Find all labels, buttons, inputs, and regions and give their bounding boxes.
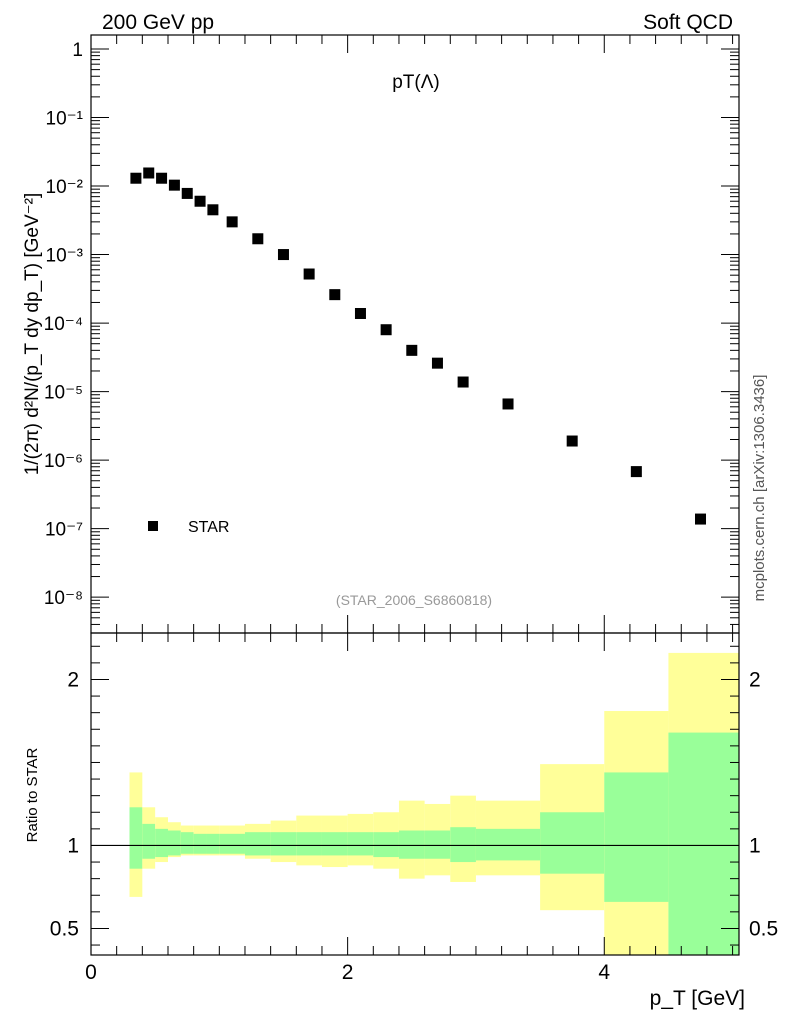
- data-point: [303, 268, 315, 280]
- data-point: [226, 216, 238, 228]
- data-point: [431, 357, 443, 369]
- main-data-points: [130, 167, 707, 525]
- x-axis-label: p_T [GeV]: [650, 987, 745, 1010]
- y-tick-label: 1: [72, 40, 83, 61]
- data-point: [143, 167, 155, 179]
- ratio-stat-band: [668, 732, 739, 955]
- main-y-axis-label: 1/(2π) d²N/(p_T dy dp_T) [GeV⁻²]: [22, 193, 43, 476]
- data-point: [277, 249, 289, 261]
- header-right: Soft QCD: [643, 11, 733, 34]
- plot-title: pT(Λ): [392, 72, 440, 93]
- data-point: [566, 435, 578, 447]
- data-point: [130, 172, 142, 184]
- data-point: [457, 376, 469, 388]
- y-tick-label: 10⁻¹: [46, 109, 84, 130]
- ratio-y-axis-label: Ratio to STAR: [24, 747, 41, 842]
- ratio-stat-band: [450, 827, 476, 863]
- ratio-stat-band: [142, 823, 156, 859]
- data-point: [194, 195, 206, 207]
- ratio-stat-band: [129, 807, 143, 869]
- ratio-y-tick-label-right: 0.5: [749, 917, 778, 940]
- y-tick-label: 10⁻⁸: [44, 588, 83, 609]
- data-point: [252, 233, 264, 245]
- data-point: [207, 204, 219, 216]
- y-tick-label: 10⁻⁴: [44, 314, 83, 335]
- y-tick-label: 10⁻⁶: [44, 451, 83, 472]
- ratio-stat-band: [321, 832, 348, 856]
- data-point: [380, 324, 392, 336]
- data-point: [406, 344, 418, 356]
- ratio-y-tick-label-left: 0.5: [50, 917, 79, 940]
- ratio-y-tick-label-right: 1: [749, 834, 761, 857]
- ratio-stat-band: [167, 830, 181, 856]
- ratio-panel: 0.5 0.5 1 1 2 2 0 2 4 Ratio to STAR p_T [GeV]: [24, 632, 778, 1010]
- ratio-stat-band: [424, 830, 451, 859]
- data-point: [354, 307, 366, 319]
- data-point: [329, 289, 341, 301]
- ratio-stat-band: [219, 833, 245, 854]
- main-y-ticks: 1 10⁻¹ 10⁻² 10⁻³ 10⁻⁴ 10⁻⁵ 10⁻⁶ 10⁻⁷ 10⁻⁸: [44, 35, 739, 634]
- ratio-stat-band: [475, 828, 541, 861]
- data-point: [181, 187, 193, 199]
- ratio-ticks: 0.5 0.5 1 1 2 2 0 2 4: [50, 633, 778, 984]
- ratio-stat-band: [296, 832, 322, 856]
- ratio-y-tick-label-right: 2: [749, 668, 761, 691]
- x-tick-label: 0: [85, 961, 97, 984]
- ratio-bands: [129, 652, 739, 955]
- y-tick-label: 10⁻⁷: [45, 520, 83, 541]
- x-tick-label: 2: [342, 961, 354, 984]
- main-panel: 110⁻¹10⁻²10⁻³10⁻⁴10⁻⁵10⁻⁶10⁻⁷10⁻⁸ pT(Λ) …: [22, 34, 740, 634]
- ratio-y-tick-label-left: 2: [67, 668, 79, 691]
- ratio-frame: [90, 632, 740, 956]
- y-tick-label: 10⁻³: [46, 246, 84, 267]
- ratio-stat-band: [206, 833, 220, 854]
- ratio-stat-band: [373, 832, 399, 858]
- ratio-stat-band: [155, 828, 168, 858]
- header-left: 200 GeV pp: [102, 11, 214, 34]
- ratio-stat-band: [540, 812, 605, 874]
- data-point: [630, 466, 642, 478]
- ratio-stat-band: [347, 832, 374, 856]
- data-point: [695, 513, 707, 525]
- ratio-stat-band: [244, 832, 271, 856]
- side-label: mcplots.cern.ch [arXiv:1306.3436]: [751, 375, 768, 602]
- legend-marker: [148, 521, 158, 531]
- data-point: [502, 398, 514, 410]
- ratio-stat-band: [193, 833, 207, 854]
- y-tick-label: 10⁻²: [46, 177, 84, 198]
- ratio-stat-band: [604, 772, 669, 902]
- analysis-watermark: (STAR_2006_S6860818): [336, 592, 492, 608]
- ratio-y-tick-label-left: 1: [67, 834, 79, 857]
- data-point: [156, 172, 168, 184]
- data-point: [168, 179, 180, 191]
- x-tick-label: 4: [598, 961, 610, 984]
- ratio-stat-band: [270, 832, 297, 856]
- y-tick-label: 10⁻⁵: [44, 383, 83, 404]
- legend-label-star: STAR: [188, 519, 229, 536]
- ratio-stat-band: [180, 832, 194, 854]
- ratio-stat-band: [398, 830, 425, 859]
